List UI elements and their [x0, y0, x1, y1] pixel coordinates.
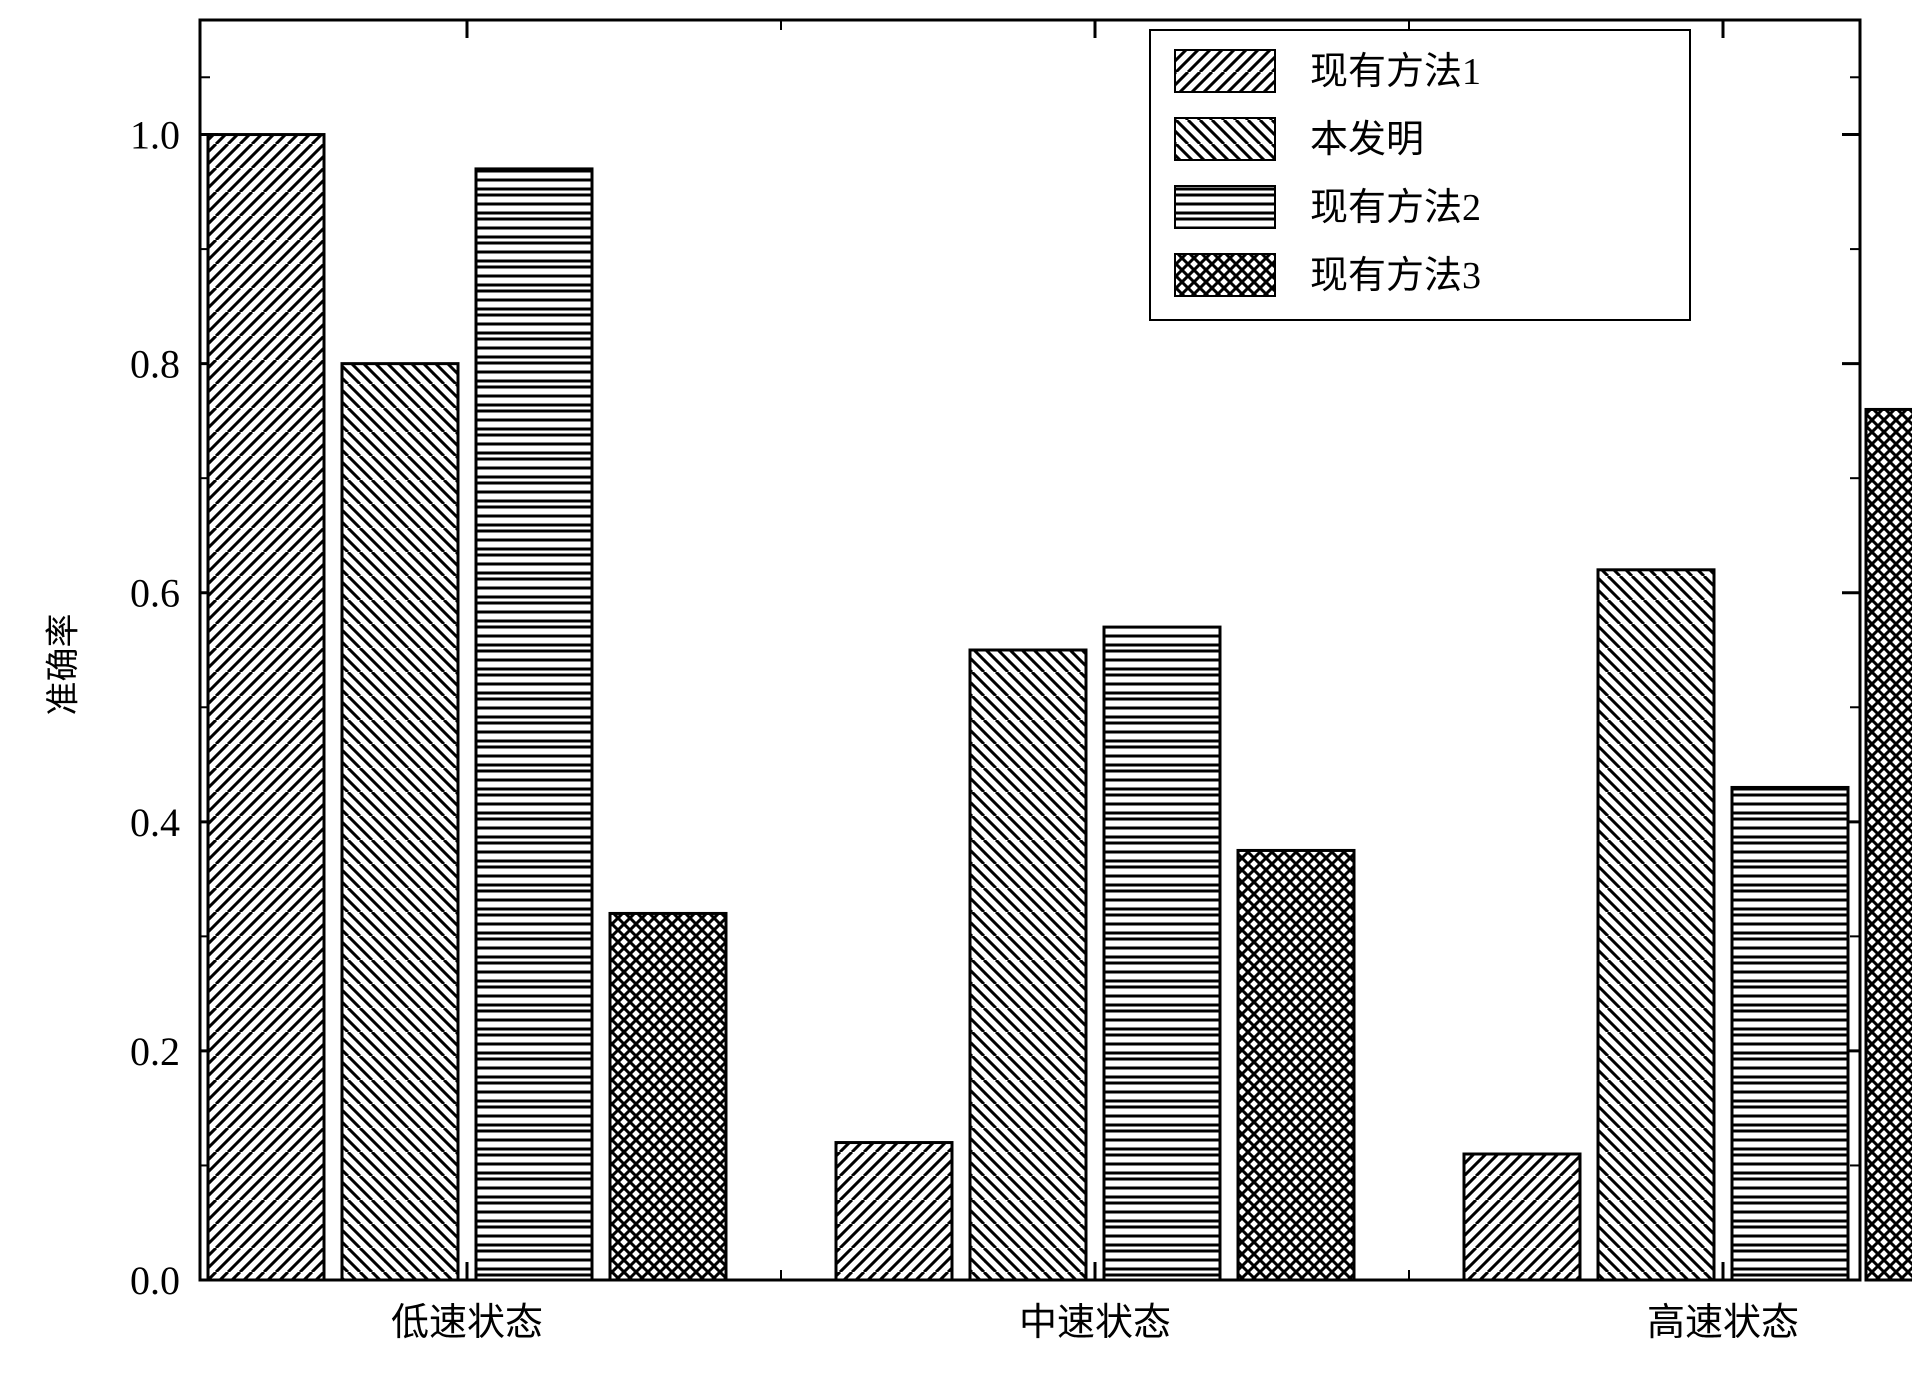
- y-tick-label: 0.2: [130, 1029, 180, 1074]
- bar: [970, 650, 1086, 1280]
- y-tick-label: 1.0: [130, 113, 180, 158]
- y-tick-label: 0.8: [130, 342, 180, 387]
- y-tick-label: 0.4: [130, 800, 180, 845]
- bar-chart-svg: 0.0 0.2 0.4 0.6 0.8 1.0 低速状态 中速状态 高速状态 现有方法1 本发明现有…: [0, 0, 1912, 1376]
- y-axis-label: 准确率: [36, 585, 85, 745]
- legend-label: 现有方法3: [1310, 255, 1481, 297]
- bar: [1866, 409, 1912, 1280]
- bar: [342, 364, 458, 1280]
- category-label: 高速状态: [1647, 1302, 1799, 1344]
- category-label: 中速状态: [1019, 1302, 1171, 1344]
- bar: [1598, 570, 1714, 1280]
- legend-label: 现有方法2: [1310, 187, 1481, 229]
- chart-container: 0.0 0.2 0.4 0.6 0.8 1.0 低速状态 中速状态 高速状态 现有方法1 本发明现有…: [0, 0, 1912, 1376]
- bar: [1104, 627, 1220, 1280]
- bar: [1238, 850, 1354, 1280]
- category-label: 低速状态: [391, 1302, 543, 1344]
- legend-label: 本发明: [1310, 119, 1424, 161]
- y-tick-label: 0.6: [130, 571, 180, 616]
- bar: [836, 1143, 952, 1280]
- y-tick-label: 0.0: [130, 1258, 180, 1303]
- bar: [1464, 1154, 1580, 1280]
- bar: [208, 135, 324, 1280]
- legend-label: 现有方法1: [1310, 51, 1481, 93]
- bar: [476, 169, 592, 1280]
- bar: [610, 913, 726, 1280]
- bar: [1732, 787, 1848, 1280]
